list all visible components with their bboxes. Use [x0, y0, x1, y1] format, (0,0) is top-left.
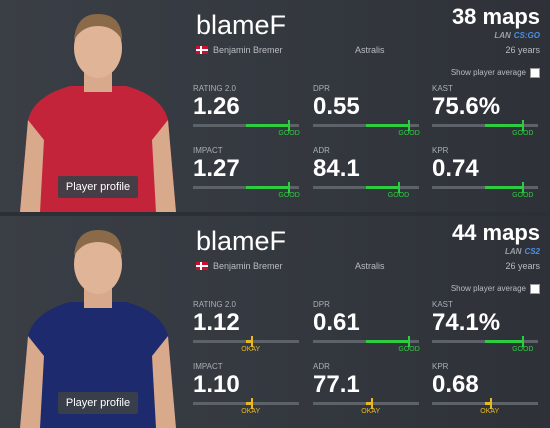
- full-name: Benjamin Bremer: [213, 261, 283, 271]
- event-type: LAN CS:GO: [494, 31, 540, 40]
- stat-label: ADR: [313, 362, 330, 371]
- stat-bar: [313, 398, 419, 409]
- player-panel: Player profile blameF Benjamin Bremer Astra…: [0, 216, 550, 428]
- event: LAN: [504, 247, 522, 256]
- stat-label: DPR: [313, 84, 330, 93]
- show-average-checkbox[interactable]: [530, 284, 540, 294]
- bar-fill: [485, 402, 491, 405]
- show-average-checkbox[interactable]: [530, 68, 540, 78]
- stat-rating: GOOD: [387, 192, 410, 199]
- profile-button[interactable]: Player profile: [58, 176, 138, 198]
- stat-bar: [193, 336, 299, 347]
- bar-fill: [485, 186, 523, 189]
- stat-label: IMPACT: [193, 146, 223, 155]
- bar-marker: [288, 182, 291, 193]
- bar-marker: [490, 398, 493, 409]
- show-average-label: Show player average: [450, 284, 526, 293]
- bar-marker: [408, 336, 411, 347]
- stat-value: 1.12: [193, 309, 240, 336]
- bar-marker: [522, 120, 525, 131]
- stat-label: KPR: [432, 362, 449, 371]
- event: LAN: [494, 31, 511, 40]
- bar-fill: [485, 340, 523, 343]
- bar-fill: [366, 124, 409, 127]
- maps-count: 44 maps: [451, 220, 540, 245]
- stat-label: IMPACT: [193, 362, 223, 371]
- bar-fill: [246, 340, 252, 343]
- bar-marker: [522, 336, 525, 347]
- stat-label: DPR: [313, 300, 330, 309]
- stat-value: 84.1: [313, 155, 360, 182]
- stat-rating: OKAY: [241, 408, 261, 415]
- stat-value: 0.55: [313, 93, 360, 120]
- bar-fill: [246, 402, 252, 405]
- stat-rating: OKAY: [361, 408, 381, 415]
- stat-value: 0.74: [432, 155, 479, 182]
- stat-label: ADR: [313, 146, 330, 155]
- bar-marker: [251, 336, 254, 347]
- stat-label: RATING 2.0: [193, 300, 236, 309]
- stat-label: RATING 2.0: [193, 84, 236, 93]
- stat-rating: OKAY: [241, 346, 261, 353]
- stat-label: KPR: [432, 146, 449, 155]
- stat-value: 77.1: [313, 371, 360, 398]
- bar-marker: [408, 120, 411, 131]
- game: CS2: [524, 247, 540, 256]
- stat-rating: OKAY: [480, 408, 500, 415]
- stat-rating: GOOD: [398, 130, 420, 137]
- stat-bar: [193, 120, 299, 131]
- stat-rating: GOOD: [512, 346, 534, 353]
- stat-rating: GOOD: [278, 130, 300, 137]
- player-panel: Player profile blameF Benjamin Bremer Astra…: [0, 0, 550, 212]
- stat-label: KAST: [432, 300, 453, 309]
- bar-marker: [522, 182, 525, 193]
- bar-marker: [251, 398, 254, 409]
- stat-value: 75.6%: [432, 93, 501, 120]
- stat-value: 74.1%: [432, 309, 501, 336]
- stat-rating: GOOD: [278, 192, 300, 199]
- team-name: Astralis: [355, 45, 385, 55]
- stat-bar: [193, 398, 299, 409]
- stat-value: 0.68: [432, 371, 479, 398]
- stat-rating: GOOD: [398, 346, 420, 353]
- bar-fill: [246, 124, 289, 127]
- bar-fill: [246, 186, 289, 189]
- game: CS:GO: [513, 31, 540, 40]
- country-flag: [196, 46, 208, 54]
- stat-bar: [313, 336, 419, 347]
- bar-marker: [288, 120, 291, 131]
- stat-bar: [193, 182, 299, 193]
- stat-bar: [432, 120, 538, 131]
- stat-rating: GOOD: [512, 192, 534, 199]
- show-average-label: Show player average: [450, 68, 526, 77]
- bar-fill: [366, 402, 372, 405]
- bar-fill: [485, 124, 523, 127]
- stat-label: KAST: [432, 84, 453, 93]
- bar-marker: [371, 398, 374, 409]
- stat-value: 0.61: [313, 309, 360, 336]
- player-age: 26 years: [505, 45, 540, 55]
- stat-value: 1.26: [193, 93, 240, 120]
- bar-fill: [366, 340, 409, 343]
- bar-fill: [366, 186, 398, 189]
- maps-count: 38 maps: [451, 4, 540, 29]
- team-name: Astralis: [355, 261, 385, 271]
- player-name: blameF: [196, 10, 287, 40]
- stat-value: 1.10: [193, 371, 240, 398]
- stat-bar: [432, 398, 538, 409]
- stat-value: 1.27: [193, 155, 240, 182]
- bar-marker: [397, 182, 400, 193]
- event-type: LAN CS2: [505, 247, 540, 256]
- stat-bar: [313, 182, 419, 193]
- stat-bar: [432, 182, 538, 193]
- player-age: 26 years: [505, 261, 540, 271]
- full-name: Benjamin Bremer: [213, 45, 283, 55]
- stat-rating: GOOD: [512, 130, 534, 137]
- stat-bar: [432, 336, 538, 347]
- player-name: blameF: [196, 226, 287, 256]
- stat-bar: [313, 120, 419, 131]
- profile-button[interactable]: Player profile: [58, 392, 138, 414]
- country-flag: [196, 262, 208, 270]
